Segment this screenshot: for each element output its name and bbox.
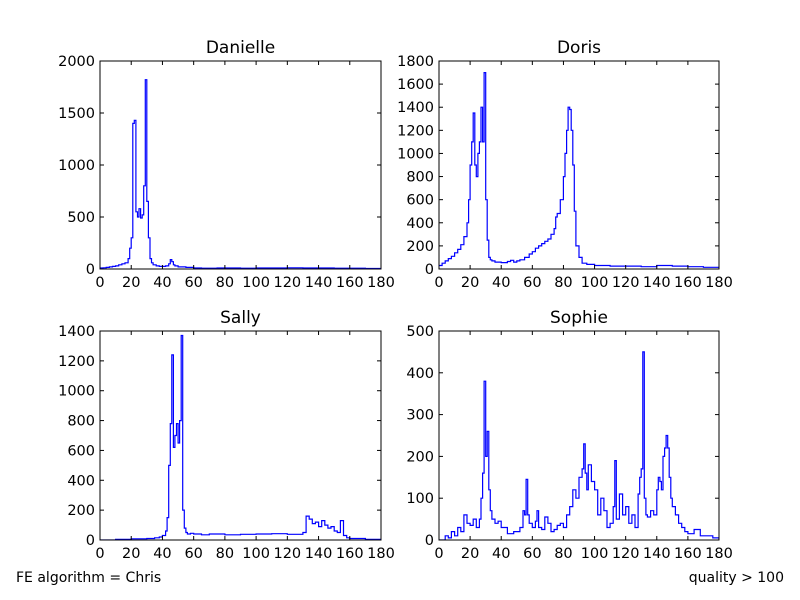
axes-frame [438,60,720,270]
x-tick-label: 140 [643,546,671,562]
x-tick-label: 60 [184,275,202,291]
y-tick-label: 1200 [58,354,95,370]
axes-frame [99,330,382,541]
x-tick-label: 0 [434,546,443,562]
y-tick-label: 0 [425,533,434,549]
x-tick-label: 100 [242,275,270,291]
x-tick-label: 180 [705,275,733,291]
x-tick-label: 40 [153,275,171,291]
x-tick-label: 80 [216,546,234,562]
y-tick-label: 400 [406,216,434,232]
x-tick-label: 180 [367,546,395,562]
subplot-title: Sally [220,308,261,328]
x-tick-label: 120 [612,275,640,291]
y-tick-label: 800 [406,170,434,186]
y-tick-label: 1000 [58,158,95,174]
y-tick-label: 300 [406,408,434,424]
axes-frame [438,330,720,541]
x-tick-label: 20 [461,546,479,562]
x-tick-label: 100 [581,275,609,291]
y-tick-label: 1000 [397,146,434,162]
y-tick-label: 400 [406,366,434,382]
x-tick-label: 20 [122,546,140,562]
y-tick-label: 1500 [58,106,95,122]
x-tick-label: 100 [242,546,270,562]
x-tick-label: 40 [492,275,510,291]
x-tick-label: 60 [523,546,541,562]
y-tick-label: 600 [67,443,95,459]
y-tick-label: 1200 [397,123,434,139]
y-tick-label: 100 [406,491,434,507]
y-tick-label: 1400 [58,324,95,340]
y-tick-label: 0 [86,262,95,278]
subplot-title: Sophie [550,308,608,328]
footer-left-note: FE algorithm = Chris [16,570,162,586]
x-tick-label: 0 [95,546,104,562]
x-tick-label: 40 [153,546,171,562]
histogram-series-line [100,79,381,269]
y-tick-label: 500 [67,210,95,226]
subplot-3: Sally 0 20 40 60 80 100 120 140 160 180 0 200 400 600 8… [58,308,395,562]
x-tick-label: 100 [581,546,609,562]
x-tick-label: 20 [461,275,479,291]
y-tick-label: 1600 [397,77,434,93]
x-tick-label: 140 [305,275,333,291]
histogram-series-line [439,351,719,540]
y-tick-label: 0 [86,533,95,549]
y-tick-label: 800 [67,414,95,430]
x-tick-label: 80 [554,275,572,291]
x-tick-label: 160 [674,546,702,562]
x-tick-label: 180 [705,546,733,562]
x-tick-label: 40 [492,546,510,562]
subplot-title: Danielle [206,38,275,58]
subplot-1: Danielle 0 20 40 60 80 100 120 140 160 180 0 500 1000… [58,38,395,291]
x-tick-label: 80 [216,275,234,291]
y-tick-label: 1400 [397,100,434,116]
x-tick-label: 20 [122,275,140,291]
y-tick-label: 1000 [58,384,95,400]
y-tick-label: 500 [406,324,434,340]
x-tick-label: 60 [184,546,202,562]
x-tick-label: 120 [273,546,301,562]
x-tick-label: 140 [305,546,333,562]
x-tick-label: 180 [367,275,395,291]
x-tick-label: 80 [554,546,572,562]
x-tick-label: 0 [95,275,104,291]
y-tick-label: 1800 [397,54,434,70]
y-tick-label: 200 [406,239,434,255]
histogram-series-line [439,72,719,268]
y-tick-label: 0 [425,262,434,278]
y-tick-label: 400 [67,473,95,489]
y-tick-label: 600 [406,193,434,209]
y-tick-label: 200 [67,503,95,519]
x-tick-label: 60 [523,275,541,291]
footer-right-note: quality > 100 [688,570,784,586]
x-tick-label: 140 [643,275,671,291]
x-tick-label: 160 [336,546,364,562]
histogram-series-line [100,334,381,540]
x-tick-label: 120 [612,546,640,562]
x-tick-label: 120 [273,275,301,291]
x-tick-label: 160 [336,275,364,291]
subplot-title: Doris [557,38,601,58]
y-tick-label: 200 [406,449,434,465]
y-tick-label: 2000 [58,54,95,70]
x-tick-label: 160 [674,275,702,291]
x-tick-label: 0 [434,275,443,291]
